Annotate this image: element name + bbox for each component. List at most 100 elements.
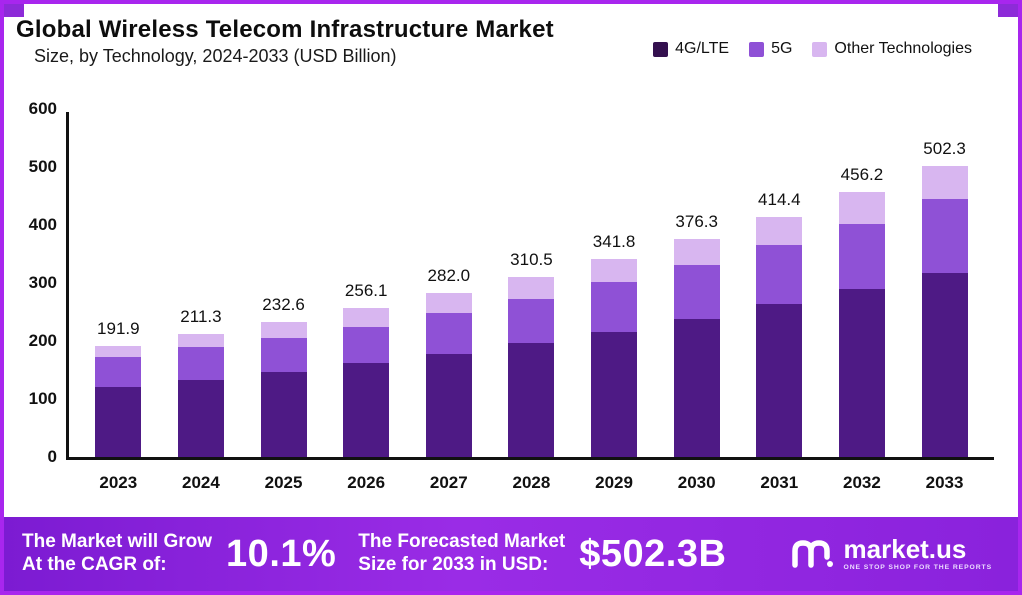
segment-other-technologies-2031 xyxy=(756,216,803,246)
legend-label: 4G/LTE xyxy=(675,40,730,57)
bar-stack-2029 xyxy=(591,258,638,457)
segment-4g-lte-2024 xyxy=(177,379,224,457)
segment-other-technologies-2033 xyxy=(921,165,968,200)
bar-stack-2023 xyxy=(95,345,142,457)
segment-4g-lte-2030 xyxy=(673,318,720,457)
bar-2026: 256.1 2026 xyxy=(343,281,390,492)
y-tick-600: 600 xyxy=(28,99,57,118)
bar-2023: 191.9 2023 xyxy=(95,318,142,492)
forecast-label-line2: Size for 2033 in USD: xyxy=(358,554,549,575)
bar-2032: 456.2 2032 xyxy=(838,165,885,492)
bar-chart: 0 100 200 300 400 500 600 191.9 2023 211.3 2024 23… xyxy=(29,99,994,492)
segment-other-technologies-2027 xyxy=(425,293,472,314)
segment-other-technologies-2032 xyxy=(838,192,885,224)
bar-2031: 414.4 2031 xyxy=(756,189,803,492)
corner-decoration-right xyxy=(998,4,1018,17)
y-tick-200: 200 xyxy=(28,331,57,350)
forecast-value: $502.3B xyxy=(579,532,727,575)
cagr-label: The Market will Grow At the CAGR of: xyxy=(22,531,212,577)
y-tick-500: 500 xyxy=(28,157,57,176)
legend-swatch xyxy=(812,41,828,57)
x-tick-2023: 2023 xyxy=(99,473,138,492)
footer-banner: The Market will Grow At the CAGR of: 10.… xyxy=(4,517,1018,591)
bar-2024: 211.3 2024 xyxy=(177,307,224,492)
y-tick-0: 0 xyxy=(47,447,57,466)
bar-total-label-2027: 282.0 xyxy=(427,266,471,286)
segment-5g-2025 xyxy=(260,338,307,372)
forecast-label: The Forecasted Market Size for 2033 in U… xyxy=(358,531,565,577)
bar-total-label-2025: 232.6 xyxy=(262,295,305,315)
legend-item-4g-lte: 4G/LTE xyxy=(653,40,729,58)
y-tick-100: 100 xyxy=(28,389,57,408)
segment-5g-2026 xyxy=(343,326,390,364)
marketus-logo-icon xyxy=(790,535,836,574)
segment-5g-2027 xyxy=(425,313,472,354)
forecast-label-line1: The Forecasted Market xyxy=(358,531,566,553)
segment-4g-lte-2032 xyxy=(838,288,885,457)
cagr-value: 10.1% xyxy=(226,532,337,575)
segment-other-technologies-2029 xyxy=(591,258,638,283)
segment-other-technologies-2023 xyxy=(95,345,142,358)
legend-item-5g: 5G xyxy=(749,40,792,58)
segment-4g-lte-2026 xyxy=(343,363,390,457)
bar-stack-2031 xyxy=(756,216,803,457)
segment-4g-lte-2023 xyxy=(95,387,142,457)
bar-total-label-2031: 414.4 xyxy=(758,189,801,209)
x-tick-2031: 2031 xyxy=(760,473,799,492)
segment-5g-2029 xyxy=(591,282,638,332)
corner-decoration-left xyxy=(4,4,24,17)
bar-stack-2024 xyxy=(177,334,224,457)
cagr-label-line2: At the CAGR of: xyxy=(22,554,167,575)
bar-2029: 341.8 2029 xyxy=(591,231,638,492)
bar-total-label-2026: 256.1 xyxy=(344,281,388,301)
legend-swatch xyxy=(653,41,669,57)
legend-label: Other Technologies xyxy=(834,40,972,57)
bar-stack-2030 xyxy=(673,238,720,457)
cagr-label-line1: The Market will Grow xyxy=(22,531,213,553)
x-tick-2025: 2025 xyxy=(264,473,303,492)
bar-total-label-2032: 456.2 xyxy=(840,165,884,185)
segment-other-technologies-2024 xyxy=(177,334,224,348)
brand-text: market.us One Stop Shop For The Reports xyxy=(844,536,992,572)
x-tick-2026: 2026 xyxy=(347,473,386,492)
segment-5g-2028 xyxy=(508,298,555,344)
bar-total-label-2028: 310.5 xyxy=(510,249,553,269)
legend: 4G/LTE 5G Other Technologies xyxy=(653,40,972,58)
segment-4g-lte-2025 xyxy=(260,371,307,457)
x-tick-2029: 2029 xyxy=(595,473,633,492)
chart-title: Global Wireless Telecom Infrastructure M… xyxy=(16,16,554,43)
bar-total-label-2023: 191.9 xyxy=(97,318,140,338)
brand-tagline: One Stop Shop For The Reports xyxy=(843,564,992,572)
segment-5g-2032 xyxy=(838,223,885,289)
segment-5g-2024 xyxy=(177,347,224,380)
bar-2033: 502.3 2033 xyxy=(921,139,968,492)
bar-2027: 282.0 2027 xyxy=(425,266,472,492)
legend-swatch xyxy=(749,41,765,57)
x-tick-2028: 2028 xyxy=(512,473,551,492)
bar-stack-2025 xyxy=(260,322,307,457)
x-tick-2030: 2030 xyxy=(677,473,716,492)
segment-other-technologies-2025 xyxy=(260,322,307,339)
bar-stack-2027 xyxy=(425,293,472,457)
chart-subtitle: Size, by Technology, 2024-2033 (USD Bill… xyxy=(34,46,397,66)
legend-label: 5G xyxy=(771,40,793,57)
bar-stack-2026 xyxy=(343,308,390,457)
segment-other-technologies-2026 xyxy=(343,308,390,327)
bar-stack-2028 xyxy=(508,276,555,457)
bar-2030: 376.3 2030 xyxy=(673,211,720,492)
bar-total-label-2029: 341.8 xyxy=(592,231,636,251)
legend-item-other-technologies: Other Technologies xyxy=(812,40,972,58)
segment-5g-2030 xyxy=(673,265,720,319)
bar-stack-2032 xyxy=(838,192,885,457)
segment-4g-lte-2033 xyxy=(921,272,968,457)
segment-4g-lte-2031 xyxy=(756,304,803,457)
brand-block: market.us One Stop Shop For The Reports xyxy=(790,535,1000,574)
x-tick-2024: 2024 xyxy=(182,473,220,492)
bar-total-label-2030: 376.3 xyxy=(675,211,718,231)
bar-stack-2033 xyxy=(921,165,968,457)
y-tick-400: 400 xyxy=(28,215,57,234)
bars-area: 191.9 2023 211.3 2024 232.6 2025 256.1 2026 282.… xyxy=(69,112,994,492)
segment-5g-2031 xyxy=(756,245,803,305)
x-tick-2033: 2033 xyxy=(925,473,964,492)
